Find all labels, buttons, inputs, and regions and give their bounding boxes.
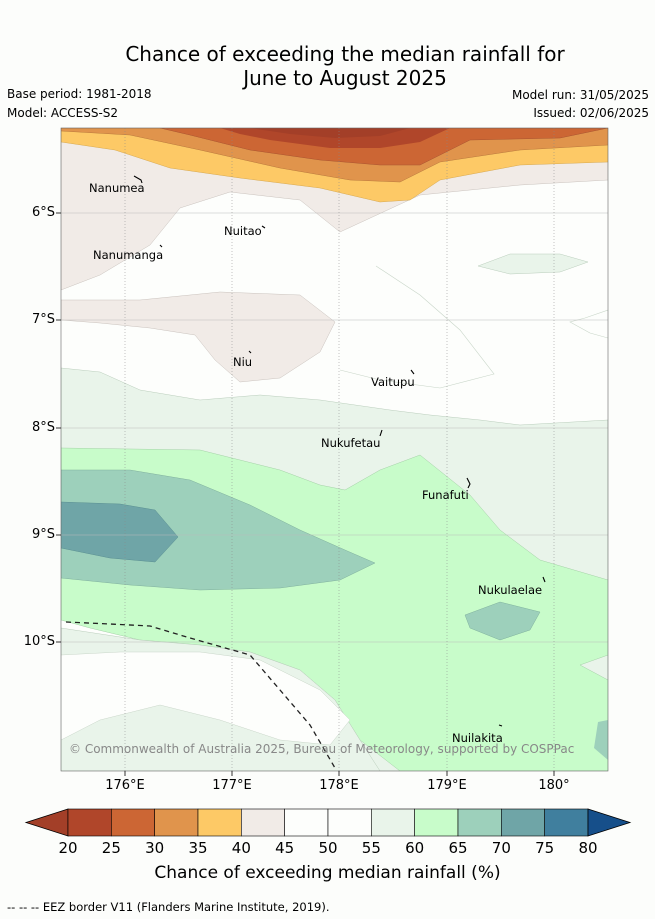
lon-label: 178°E xyxy=(319,778,359,793)
colorbar-swatch xyxy=(241,808,285,837)
grid-lines xyxy=(61,128,608,771)
lat-label: 9°S xyxy=(31,527,55,542)
contour-65-70-east xyxy=(464,601,541,641)
colorbar-tick-label: 20 xyxy=(58,839,78,857)
place-label-nuitao: Nuitao xyxy=(224,224,262,238)
lat-label: 8°S xyxy=(31,420,55,435)
place-label-nukufetau: Nukufetau xyxy=(321,436,381,450)
colorbar xyxy=(24,808,632,837)
colorbar-tick-label: 30 xyxy=(145,839,165,857)
colorbar-swatch xyxy=(371,808,415,837)
lat-label: 6°S xyxy=(31,205,55,220)
place-label-nanumanga: Nanumanga xyxy=(93,248,164,262)
colorbar-swatch xyxy=(67,808,112,837)
colorbar-swatch xyxy=(111,808,155,837)
lon-label: 176°E xyxy=(105,778,145,793)
colorbar-tick-label: 25 xyxy=(101,839,121,857)
eez-border xyxy=(65,621,336,769)
colorbar-tick-label: 80 xyxy=(578,839,598,857)
eez-legend-note: -- -- -- EEZ border V11 (Flanders Marine… xyxy=(7,900,330,914)
contour-70-75 xyxy=(61,501,179,563)
colorbar-tick-label: 65 xyxy=(448,839,468,857)
colorbar-swatch xyxy=(197,808,242,837)
lat-label: 10°S xyxy=(23,634,55,649)
copyright-notice: © Commonwealth of Australia 2025, Bureau… xyxy=(69,742,575,756)
colorbar-tick-label: 75 xyxy=(535,839,555,857)
map-contours xyxy=(61,128,608,771)
colorbar-swatch xyxy=(327,808,372,837)
colorbar-extend-under xyxy=(24,808,69,837)
contour-55-60-east xyxy=(477,253,589,275)
place-label-nanumea: Nanumea xyxy=(89,181,145,195)
islands xyxy=(133,175,546,727)
title-line-1: Chance of exceeding the median rainfall … xyxy=(125,42,565,66)
colorbar-swatch xyxy=(457,808,502,837)
place-label-nukulaelae: Nukulaelae xyxy=(478,583,543,597)
base-period: Base period: 1981-2018 xyxy=(7,87,152,101)
colorbar-tick-label: 35 xyxy=(188,839,208,857)
colorbar-swatch xyxy=(154,808,199,837)
colorbar-label: Chance of exceeding median rainfall (%) xyxy=(154,863,501,883)
colorbar-tick-label: 50 xyxy=(318,839,338,857)
colorbar-swatch xyxy=(284,808,329,837)
place-label-funafuti: Funafuti xyxy=(422,488,469,502)
colorbar-swatch xyxy=(414,808,459,837)
lon-label: 177°E xyxy=(212,778,252,793)
place-label-vaitupu: Vaitupu xyxy=(371,375,415,389)
colorbar-tick-label: 55 xyxy=(361,839,381,857)
title-line-2: June to August 2025 xyxy=(243,66,447,90)
lon-label: 180° xyxy=(538,778,570,793)
colorbar-tick-label: 60 xyxy=(405,839,425,857)
colorbar-tick-label: 45 xyxy=(275,839,295,857)
colorbar-tick-label: 70 xyxy=(491,839,511,857)
lat-label: 7°S xyxy=(31,312,55,327)
lon-label: 179°E xyxy=(427,778,467,793)
colorbar-tick-label: 40 xyxy=(231,839,251,857)
colorbar-swatch xyxy=(544,808,589,837)
model-name: Model: ACCESS-S2 xyxy=(7,106,119,120)
colorbar-extend-over xyxy=(587,808,632,837)
model-run: Model run: 31/05/2025 xyxy=(511,88,649,102)
place-label-niu: Niu xyxy=(233,355,253,369)
place-label-nuilakita: Nuilakita xyxy=(452,731,503,745)
contour-40-45-mid xyxy=(61,291,336,383)
colorbar-swatch xyxy=(501,808,545,837)
issued-date: Issued: 02/06/2025 xyxy=(533,106,649,120)
